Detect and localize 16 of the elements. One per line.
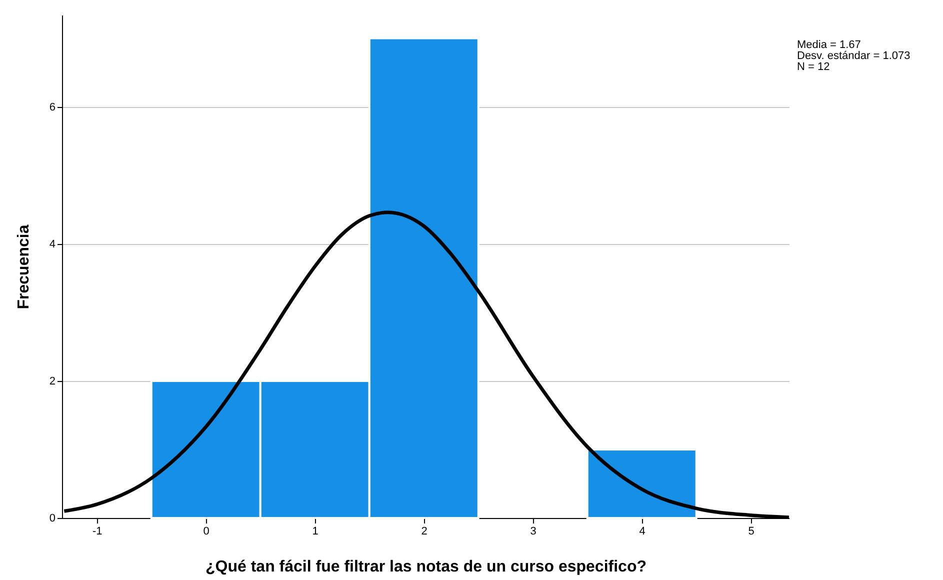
text: Media = 1.67: [797, 39, 861, 51]
x-tick-label: 2: [421, 526, 428, 538]
text: Desv. estándar = 1.073: [797, 50, 910, 62]
x-tick-label: -1: [92, 526, 102, 538]
x-tick-label: 3: [530, 526, 536, 538]
y-tick-label: 6: [49, 101, 56, 114]
y-axis-title: Frecuencia: [15, 224, 32, 310]
x-tick-label: 5: [748, 526, 754, 538]
y-tick-label: 0: [49, 512, 56, 524]
y-tick-label: 2: [49, 375, 56, 388]
x-tick-label: 4: [639, 526, 646, 538]
y-tick-label: 4: [49, 238, 56, 250]
text: N = 12: [797, 61, 831, 73]
x-tick-label: 0: [203, 526, 210, 538]
x-tick-label: 1: [312, 526, 318, 538]
x-axis-title: ¿Qué tan fácil fue filtrar las notas de un curso especifico?: [206, 558, 646, 576]
